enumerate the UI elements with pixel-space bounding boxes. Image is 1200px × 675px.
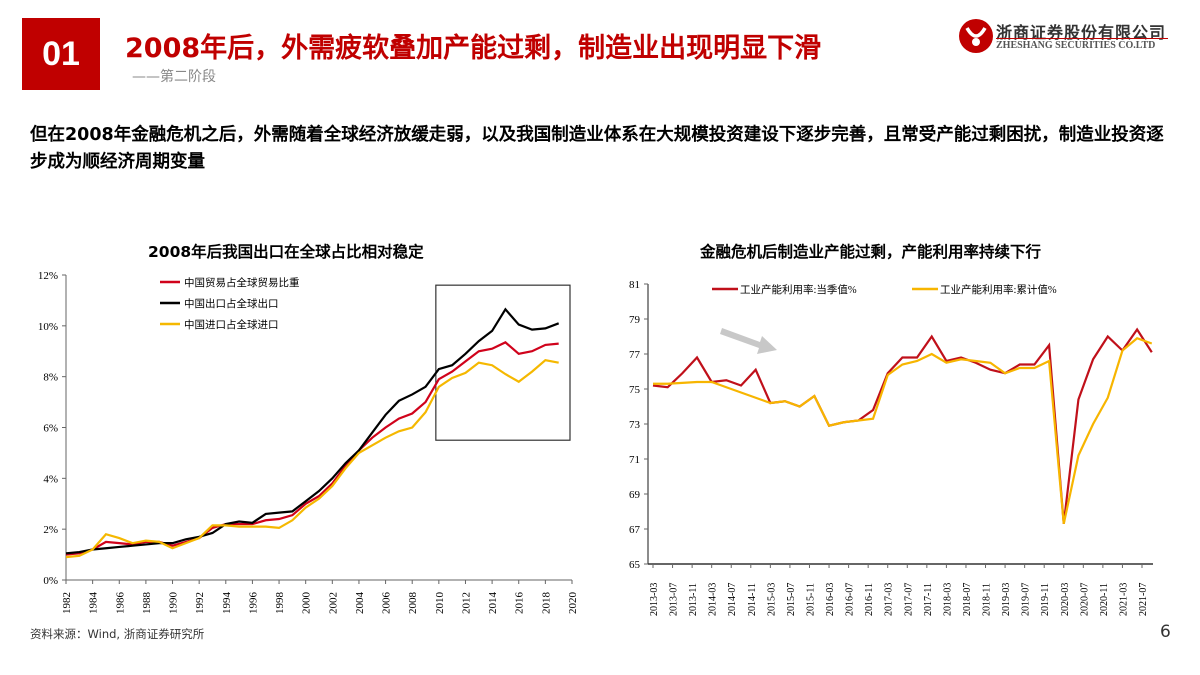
x-tick-label: 1994 [221,592,233,615]
x-tick-label: 1988 [141,592,153,615]
x-tick-label: 1992 [194,592,206,614]
body-paragraph: 但在2008年金融危机之后，外需随着全球经济放缓走弱，以及我国制造业体系在大规模… [30,125,1164,172]
x-tick-label: 1982 [61,592,73,614]
y-tick-label: 10% [38,321,58,333]
page-subtitle: ——第二阶段 [132,69,216,85]
x-tick-label: 2021-03 [1118,583,1129,616]
x-tick-label: 2018-11 [982,583,993,616]
chart2-title: 金融危机后制造业产能过剩，产能利用率持续下行 [700,243,1042,261]
x-tick-label: 2004 [354,592,366,615]
chart1-title: 2008年后我国出口在全球占比相对稳定 [148,243,424,261]
highlight-box [435,284,571,441]
x-tick-label: 2018-07 [962,583,973,616]
logo-icon [959,19,993,53]
x-tick-label: 2012 [460,592,472,614]
legend-label-2: 中国进口占全球进口 [184,318,279,331]
y-tick-label: 65 [629,559,641,571]
legend-label-0: 工业产能利用率:当季值% [740,283,857,296]
section-number: 01 [22,18,100,90]
y-tick-label: 67 [629,524,641,536]
x-tick-label: 2021-07 [1138,583,1149,616]
x-tick-label: 2013-03 [649,583,660,616]
x-tick-label: 2014-07 [727,583,738,616]
legend-label-1: 中国出口占全球出口 [184,297,279,310]
x-tick-label: 2008 [407,592,419,615]
x-tick-label: 2013-11 [688,583,699,616]
legend-label-1: 工业产能利用率:累计值% [940,283,1057,296]
x-tick-label: 2006 [381,592,393,615]
x-tick-label: 2018 [540,592,552,615]
x-tick-label: 2015-03 [766,583,777,616]
page-number: 6 [1160,622,1171,642]
x-tick-label: 2019-03 [1001,583,1012,616]
y-tick-label: 8% [43,372,58,384]
chart2-capacity-utilization: 65 67 69 71 73 75 77 79 81 2013-03 2013-07 2013-11 2… [629,279,1153,616]
x-tick-label: 2018-03 [942,583,953,616]
x-tick-label: 1996 [247,592,259,615]
x-tick-label: 2017-11 [923,583,934,616]
x-tick-label: 1990 [168,592,180,615]
series-line-1 [65,307,560,555]
x-tick-label: 2016-03 [825,583,836,616]
x-tick-label: 2000 [301,592,313,615]
x-tick-label: 2016 [514,592,526,615]
y-tick-label: 69 [629,489,641,501]
x-tick-label: 2016-07 [845,583,856,616]
x-tick-label: 1986 [114,592,126,615]
x-tick-label: 2017-03 [884,583,895,616]
y-tick-label: 12% [38,270,58,282]
legend-label-0: 中国贸易占全球贸易比重 [184,276,300,289]
x-tick-label: 2002 [327,592,339,614]
y-tick-label: 4% [43,473,58,485]
logo-text-en: ZHESHANG SECURITIES CO.LTD [996,40,1156,51]
x-tick-label: 2010 [434,592,446,615]
x-tick-label: 2019-11 [1040,583,1051,616]
y-tick-label: 6% [43,423,58,435]
page-title: 2008年后，外需疲软叠加产能过剩，制造业出现明显下滑 [125,33,822,64]
source-note: 资料来源：Wind, 浙商证券研究所 [30,627,205,641]
series-line-0 [652,327,1153,524]
x-tick-label: 1998 [274,592,286,615]
y-tick-label: 77 [629,349,641,361]
y-tick-label: 79 [629,314,641,326]
x-tick-label: 2016-11 [864,583,875,616]
y-tick-label: 0% [43,575,58,587]
x-tick-label: 2014-03 [708,583,719,616]
x-tick-label: 2020 [567,592,579,615]
x-tick-label: 2014-11 [747,583,758,616]
x-tick-label: 2017-07 [903,583,914,616]
down-arrow-icon [720,328,777,354]
chart1-trade-share: 0% 2% 4% 6% 8% 10% 12% 1982 1984 1986 1988 1990 1992… [38,270,579,615]
y-tick-label: 81 [629,279,640,291]
x-tick-label: 2020-11 [1099,583,1110,616]
x-tick-label: 2019-07 [1021,583,1032,616]
x-tick-label: 2014 [487,592,499,615]
series-line-2 [65,358,559,559]
y-tick-label: 73 [629,419,641,431]
x-tick-label: 2013-07 [669,583,680,616]
y-tick-label: 75 [629,384,641,396]
series-line-0 [65,341,559,556]
series-line-1 [653,337,1153,524]
x-tick-label: 2020-03 [1060,583,1071,616]
y-tick-label: 71 [629,454,640,466]
x-tick-label: 2015-07 [786,583,797,616]
x-tick-label: 2015-11 [805,583,816,616]
logo-text-cn: 浙商证券股份有限公司 [996,23,1167,42]
x-tick-label: 2020-07 [1079,583,1090,616]
y-tick-label: 2% [43,524,58,536]
x-tick-label: 1984 [88,592,100,615]
logo-divider [996,38,1168,39]
